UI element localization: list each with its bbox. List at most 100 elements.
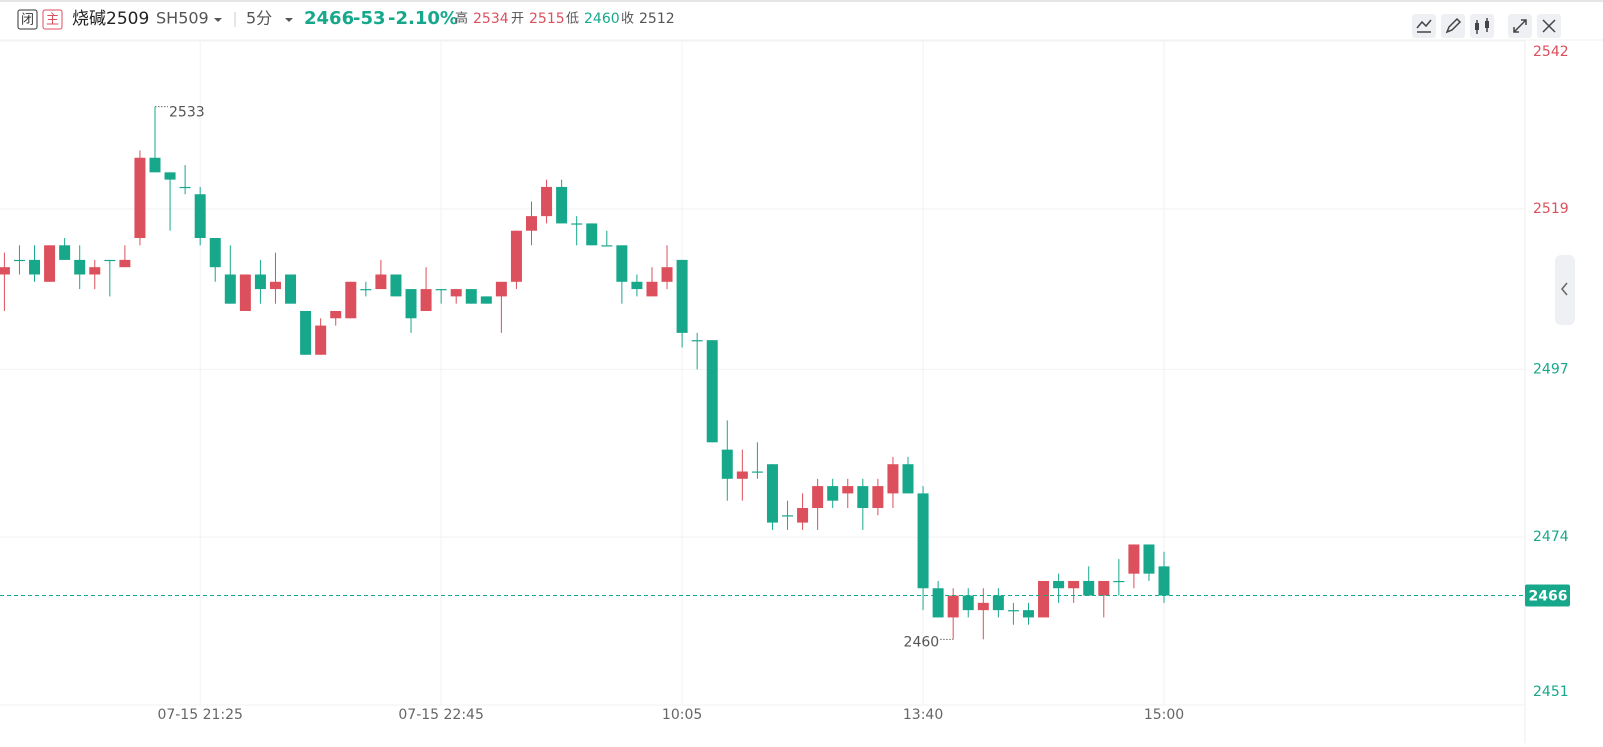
candle-body	[89, 267, 101, 275]
open-value: 2515	[529, 11, 565, 27]
candle-body	[902, 464, 914, 494]
high-value: 2534	[473, 11, 509, 27]
code-caret[interactable]	[214, 18, 222, 22]
x-tick-label: 07-15 21:25	[157, 707, 242, 723]
last-price-box	[1525, 584, 1570, 607]
candle-body	[631, 281, 643, 290]
candle-body	[450, 289, 462, 297]
x-tick-label: 15:00	[1144, 707, 1184, 723]
y-tick-label: 2542	[1533, 44, 1569, 60]
candle-body	[375, 274, 387, 290]
candle-body	[992, 595, 1004, 611]
candle-body	[1068, 580, 1080, 589]
candle-body	[495, 281, 507, 297]
candle-body	[224, 274, 236, 304]
candle-body	[616, 245, 628, 282]
candle-body	[239, 274, 251, 311]
candle-body	[29, 259, 41, 275]
candle-body	[706, 340, 718, 443]
period[interactable]: 5分	[246, 9, 272, 28]
candle-body	[842, 486, 854, 494]
y-tick-label: 2474	[1533, 529, 1569, 545]
candle-body	[269, 281, 281, 290]
candle-body	[766, 464, 778, 523]
candle-body	[179, 186, 191, 189]
x-tick-label: 07-15 22:45	[398, 707, 483, 723]
fullscreen-icon[interactable]	[1513, 19, 1527, 33]
low-label: 低	[566, 12, 579, 27]
symbol-code[interactable]: SH509	[156, 9, 209, 28]
side-panel-arrow[interactable]	[1561, 282, 1568, 296]
draw-button[interactable]	[1441, 14, 1465, 38]
candle-body	[1038, 580, 1050, 618]
candle-body	[390, 274, 402, 297]
close-icon[interactable]	[1542, 19, 1556, 33]
indicator-icon[interactable]	[1416, 19, 1432, 33]
candle-body	[74, 259, 86, 275]
kline-icon-body[interactable]	[1485, 21, 1489, 28]
candle-body	[751, 471, 763, 473]
candle-body	[676, 259, 688, 333]
prev-close-value: 2512	[639, 11, 675, 27]
labels: 2451 2474 2497 2519 2542 07-15 21:25 07-15 22:…	[0, 44, 1570, 723]
candle-body	[0, 267, 10, 275]
indicator-button[interactable]	[1412, 14, 1436, 38]
side-panel-toggle[interactable]	[1555, 255, 1575, 325]
candle-body	[736, 471, 748, 479]
prev-close-label: 收	[621, 12, 634, 27]
y-tick-label: 2519	[1533, 201, 1569, 217]
low-value: 2460	[584, 11, 620, 27]
candle-body	[1098, 580, 1110, 596]
candles	[0, 106, 1170, 640]
candle-body	[59, 245, 71, 260]
candle-body	[556, 186, 568, 224]
candle-body	[977, 602, 989, 611]
candle-body	[194, 194, 206, 239]
y-tick-label: 2451	[1533, 684, 1569, 700]
period-caret[interactable]	[285, 18, 293, 22]
close-tag-box[interactable]	[17, 9, 38, 30]
draw-icon[interactable]	[1445, 17, 1462, 34]
candle-body	[1113, 580, 1125, 583]
candle-body	[827, 486, 839, 501]
kline-icon-body[interactable]	[1475, 23, 1479, 30]
candle-body	[887, 464, 899, 494]
change-pct: -2.10%	[388, 8, 458, 29]
change: -53	[353, 8, 386, 29]
y-tick-label: 2497	[1533, 361, 1569, 377]
kline-button[interactable]	[1470, 14, 1494, 38]
candle-body	[661, 267, 673, 282]
open-label: 开	[511, 12, 524, 27]
candle-body	[285, 274, 297, 304]
candle-body	[1128, 544, 1140, 574]
candle-body	[601, 245, 613, 247]
candle-body	[917, 493, 929, 589]
candle-body	[465, 289, 477, 304]
candle-body	[149, 157, 161, 173]
candle-body	[646, 281, 658, 297]
close-tag[interactable]: 闭	[21, 13, 34, 28]
main-tag-box[interactable]	[42, 9, 63, 30]
candle-body	[345, 281, 357, 319]
candle-body	[510, 230, 522, 282]
candle-body	[932, 588, 944, 618]
candle-body	[1053, 580, 1065, 589]
min-mark-label: 2460	[904, 634, 940, 650]
candle-body	[526, 216, 537, 231]
high-label: 高	[455, 11, 468, 27]
grid	[0, 40, 1525, 706]
candle-body	[857, 486, 869, 508]
candle-body	[360, 289, 372, 291]
candle-body	[721, 449, 733, 479]
candle-body	[571, 223, 583, 225]
candle-body	[209, 238, 221, 268]
main-tag[interactable]: 主	[46, 13, 59, 28]
candle-body	[586, 223, 598, 246]
candle-body	[1022, 610, 1034, 618]
x-tick-label: 13:40	[903, 707, 943, 723]
candle-body	[330, 310, 342, 319]
candle-body	[405, 289, 417, 319]
candle-body	[962, 595, 974, 611]
